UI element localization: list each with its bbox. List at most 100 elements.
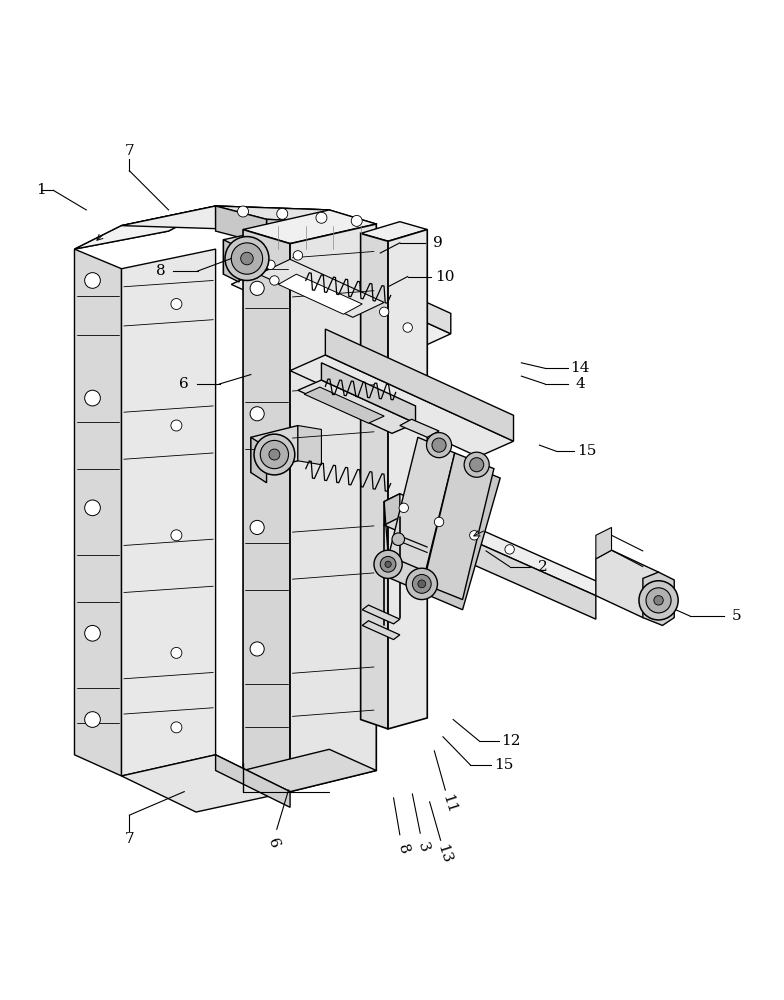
Text: 8: 8 — [395, 842, 411, 856]
Circle shape — [380, 556, 396, 572]
Text: 2: 2 — [538, 560, 547, 574]
Circle shape — [225, 237, 269, 280]
Circle shape — [266, 260, 275, 270]
Polygon shape — [384, 494, 400, 525]
Polygon shape — [231, 259, 451, 359]
Polygon shape — [251, 426, 298, 473]
Circle shape — [254, 434, 295, 475]
Circle shape — [426, 433, 452, 458]
Polygon shape — [596, 527, 612, 559]
Circle shape — [241, 252, 253, 265]
Polygon shape — [267, 230, 290, 269]
Text: 12: 12 — [502, 734, 521, 748]
Circle shape — [293, 251, 303, 260]
Text: 5: 5 — [732, 609, 742, 623]
Circle shape — [260, 440, 289, 469]
Circle shape — [85, 273, 100, 288]
Text: 6: 6 — [180, 377, 189, 391]
Circle shape — [238, 206, 249, 217]
Polygon shape — [216, 206, 267, 244]
Circle shape — [654, 596, 663, 605]
Circle shape — [434, 517, 444, 527]
Circle shape — [85, 390, 100, 406]
Polygon shape — [643, 572, 674, 625]
Polygon shape — [298, 380, 416, 433]
Polygon shape — [122, 755, 290, 812]
Polygon shape — [251, 437, 267, 483]
Text: 15: 15 — [577, 444, 596, 458]
Circle shape — [250, 642, 264, 656]
Polygon shape — [231, 251, 412, 331]
Circle shape — [171, 299, 182, 309]
Polygon shape — [278, 274, 362, 314]
Circle shape — [171, 722, 182, 733]
Circle shape — [432, 438, 446, 452]
Polygon shape — [74, 206, 216, 249]
Polygon shape — [259, 259, 384, 317]
Circle shape — [277, 208, 288, 219]
Polygon shape — [290, 355, 514, 457]
Polygon shape — [361, 222, 427, 241]
Circle shape — [379, 307, 389, 317]
Circle shape — [464, 452, 489, 477]
Polygon shape — [596, 550, 659, 618]
Circle shape — [403, 323, 412, 332]
Polygon shape — [216, 206, 376, 224]
Polygon shape — [247, 237, 412, 325]
Polygon shape — [361, 233, 388, 729]
Polygon shape — [388, 230, 427, 729]
Polygon shape — [362, 605, 400, 624]
Polygon shape — [304, 387, 384, 423]
Polygon shape — [267, 219, 376, 249]
Text: 10: 10 — [436, 270, 455, 284]
Circle shape — [250, 407, 264, 421]
Polygon shape — [362, 621, 400, 640]
Circle shape — [171, 530, 182, 541]
Text: 9: 9 — [433, 236, 442, 250]
Circle shape — [351, 215, 362, 226]
Polygon shape — [122, 206, 329, 230]
Polygon shape — [74, 206, 216, 249]
Polygon shape — [387, 555, 427, 594]
Circle shape — [250, 520, 264, 534]
Circle shape — [231, 243, 263, 274]
Text: 3: 3 — [416, 841, 431, 854]
Polygon shape — [122, 249, 216, 776]
Polygon shape — [290, 224, 376, 792]
Circle shape — [85, 712, 100, 727]
Circle shape — [406, 568, 437, 600]
Text: 7: 7 — [125, 832, 134, 846]
Polygon shape — [243, 210, 376, 244]
Circle shape — [639, 581, 678, 620]
Text: 7: 7 — [125, 144, 134, 158]
Circle shape — [250, 281, 264, 295]
Circle shape — [505, 545, 514, 554]
Text: 13: 13 — [434, 843, 453, 866]
Circle shape — [269, 449, 280, 460]
Circle shape — [85, 625, 100, 641]
Text: 1: 1 — [36, 183, 45, 197]
Circle shape — [85, 500, 100, 516]
Circle shape — [316, 212, 327, 223]
Polygon shape — [286, 238, 451, 334]
Polygon shape — [423, 453, 494, 600]
Circle shape — [374, 550, 402, 578]
Circle shape — [418, 580, 426, 588]
Text: 14: 14 — [571, 361, 590, 375]
Text: 8: 8 — [156, 264, 165, 278]
Text: 15: 15 — [494, 758, 513, 772]
Text: 6: 6 — [265, 837, 281, 850]
Circle shape — [171, 647, 182, 658]
Circle shape — [385, 561, 391, 567]
Polygon shape — [223, 240, 239, 282]
Polygon shape — [243, 230, 290, 792]
Polygon shape — [321, 363, 416, 423]
Circle shape — [470, 458, 484, 472]
Polygon shape — [387, 437, 455, 580]
Circle shape — [399, 503, 408, 513]
Polygon shape — [216, 755, 290, 807]
Circle shape — [270, 276, 279, 285]
Circle shape — [171, 420, 182, 431]
Polygon shape — [243, 749, 376, 792]
Polygon shape — [325, 329, 514, 441]
